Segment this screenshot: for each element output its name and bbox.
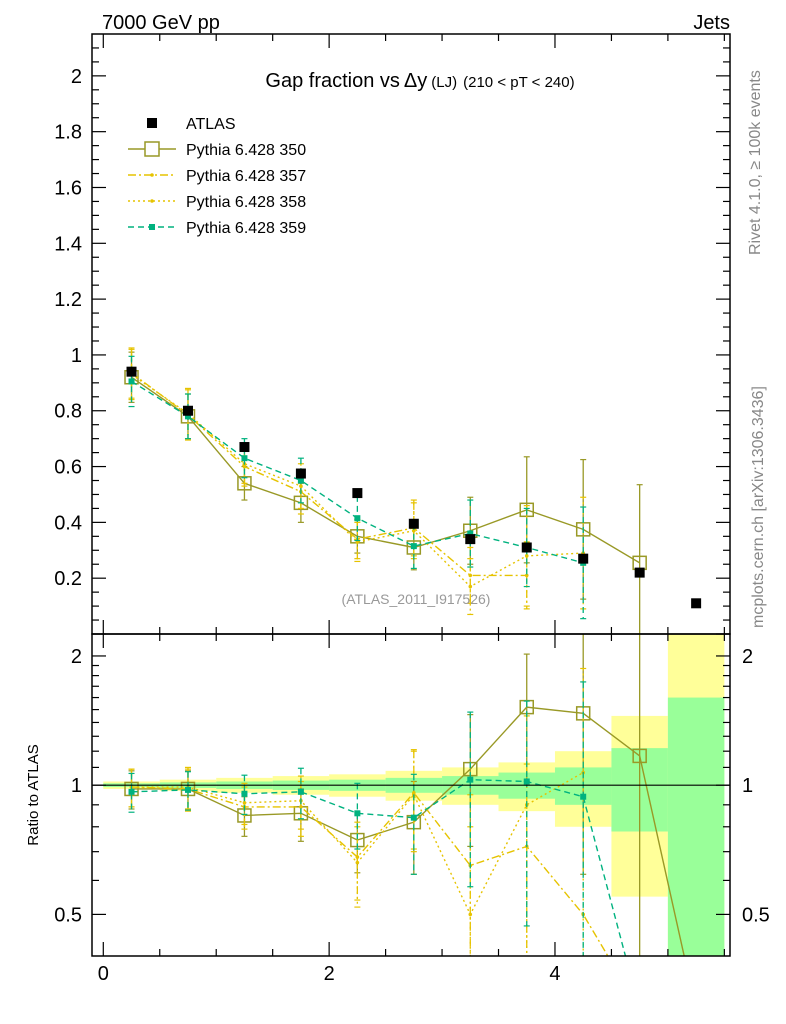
x-tick-label: 2	[324, 963, 335, 985]
series-3-main-marker	[524, 554, 529, 558]
series-4-main-marker	[128, 378, 135, 385]
atlas-data-point	[465, 534, 476, 545]
ratio-axis-label: Ratio to ATLAS	[25, 744, 42, 845]
series-3-main-marker	[299, 484, 303, 488]
series-2-ratio-line	[131, 786, 609, 956]
axis-ticks	[92, 34, 730, 956]
legend-marker-3	[150, 199, 154, 203]
series-3-ratio-marker	[355, 860, 360, 865]
legend-atlas-marker	[147, 118, 157, 128]
atlas-data-point	[521, 542, 532, 553]
ratio-tick-label-right: 1	[742, 775, 753, 797]
chart-title-lj: (LJ)	[431, 74, 457, 91]
mcplots-label: mcplots.cern.ch [arXiv:1306.3436]	[750, 386, 767, 628]
legend-label-1: Pythia 6.428 350	[186, 142, 306, 159]
series-2-main-marker	[524, 573, 529, 578]
y-tick-label: 1.6	[54, 177, 82, 199]
ratio-tick-label-right: 0.5	[742, 904, 770, 926]
y-tick-label: 2	[71, 66, 82, 88]
series-2-main-line	[131, 372, 527, 577]
rivet-version-label: Rivet 4.1.0, ≥ 100k events	[747, 70, 764, 255]
series-1-ratio-marker	[690, 1003, 703, 1016]
chart-title-main: Gap fraction vs	[265, 70, 400, 92]
series-4-main-marker	[467, 530, 474, 537]
series-4-ratio-line	[131, 778, 627, 956]
series-4-main-marker	[354, 515, 361, 522]
series-3-ratio-marker	[242, 800, 247, 805]
series-3-ratio-marker	[468, 912, 473, 917]
legend-marker-2	[150, 173, 154, 177]
atlas-data-point	[239, 442, 250, 453]
y-tick-label: 0.8	[54, 401, 82, 423]
x-tick-label: 4	[549, 963, 560, 985]
atlas-data-point	[578, 553, 589, 564]
series-1-ratio-marker	[632, 748, 647, 764]
ratio-tick-label-left: 2	[71, 646, 82, 668]
main-panel-series	[124, 347, 702, 634]
green-band-bin	[667, 697, 725, 956]
legend-label-3: Pythia 6.428 358	[186, 194, 306, 211]
ratio-tick-label-right: 2	[742, 646, 753, 668]
series-4-ratio-marker	[580, 793, 587, 800]
legend-atlas-label: ATLAS	[186, 116, 236, 133]
legend-label-2: Pythia 6.428 357	[186, 168, 306, 185]
legend-marker-1	[144, 141, 160, 157]
header-jets: Jets	[693, 12, 730, 34]
atlas-data-point	[126, 366, 137, 377]
series-4-ratio-marker	[128, 788, 135, 795]
header-energy: 7000 GeV pp	[102, 12, 220, 34]
y-tick-label: 0.6	[54, 457, 82, 479]
ratio-panel-series	[124, 634, 703, 1016]
series-4-ratio-marker	[410, 814, 417, 821]
y-tick-label: 1	[71, 345, 82, 367]
x-tick-label: 0	[98, 963, 109, 985]
atlas-data-point	[691, 598, 702, 609]
legend: ATLAS Pythia 6.428 350 Pythia 6.428 357 Pyt…	[128, 116, 306, 237]
series-2-main-marker	[242, 464, 247, 469]
series-4-ratio-marker	[467, 776, 474, 783]
legend-marker-4	[149, 224, 155, 230]
series-4-ratio-marker	[297, 788, 304, 795]
y-tick-label: 1.8	[54, 122, 82, 144]
series-4-main-marker	[184, 413, 191, 420]
series-4-main-marker	[297, 477, 304, 484]
y-tick-label: 0.2	[54, 568, 82, 590]
chart-title-delta: Δy	[404, 70, 427, 92]
atlas-data-point	[352, 488, 363, 499]
atlas-data-point	[295, 468, 306, 479]
chart-title: Gap fraction vs Δy (LJ) (210 < pT < 240)	[265, 70, 574, 92]
series-4-ratio-marker	[637, 1007, 643, 1013]
series-4-ratio-marker	[184, 786, 191, 793]
series-3-main-marker	[468, 584, 473, 589]
ratio-panel-frame	[91, 633, 731, 957]
series-3-main-marker	[412, 528, 416, 533]
series-4-ratio-marker	[523, 778, 530, 785]
analysis-watermark: (ATLAS_2011_I917526)	[342, 591, 491, 607]
y-tick-label: 1.4	[54, 233, 82, 255]
series-2-ratio-marker	[638, 1008, 642, 1012]
axis-tick-labels: 0 2 4 0.2 0.4 0.6 0.8 1 1.2 1.4 1.6 1.8 2 0.5 0.5 1 1 2 2	[54, 66, 770, 985]
series-4-main-marker	[410, 543, 417, 550]
series-4-main-marker	[241, 455, 248, 462]
y-tick-label: 1.2	[54, 289, 82, 311]
series-1-main-marker	[632, 555, 647, 571]
atlas-data-point	[634, 567, 645, 578]
legend-label-4: Pythia 6.428 359	[186, 220, 306, 237]
atlas-data-point	[182, 405, 193, 416]
series-1-main-marker	[237, 476, 252, 491]
ratio-tick-label-left: 0.5	[54, 904, 82, 926]
atlas-data-point	[408, 518, 419, 529]
series-1-main-line	[131, 376, 641, 564]
series-4-ratio-marker	[241, 790, 248, 797]
ratio-tick-label-left: 1	[71, 775, 82, 797]
y-tick-label: 0.4	[54, 512, 82, 534]
chart-title-range: (210 < pT < 240)	[463, 74, 574, 91]
series-4-ratio-marker	[354, 810, 361, 817]
